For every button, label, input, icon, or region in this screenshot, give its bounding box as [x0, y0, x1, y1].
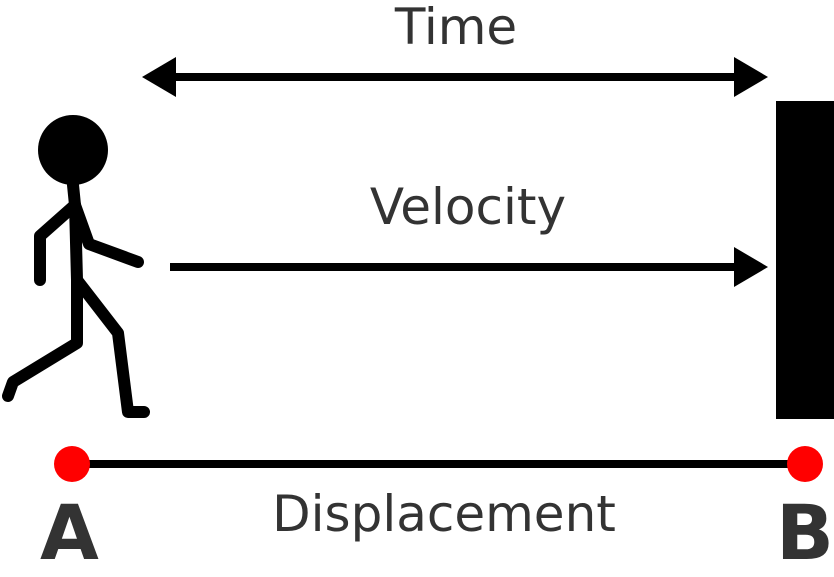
stick-figure-back-arm [34, 199, 81, 286]
stick-figure [2, 115, 150, 418]
point-a-marker [54, 446, 90, 482]
stick-figure-front-arm [69, 199, 144, 268]
velocity-label: Velocity [369, 178, 567, 236]
point-a-label: A [40, 488, 99, 577]
velocity-arrow [170, 247, 768, 287]
stick-figure-back-leg [2, 274, 83, 402]
time-arrow-head-right [734, 57, 768, 97]
time-double-arrow [142, 57, 768, 97]
stick-figure-front-leg [71, 274, 150, 418]
wall [776, 101, 834, 419]
point-b-label: B [776, 488, 834, 577]
diagram-canvas [2, 57, 834, 482]
displacement-segment [54, 446, 823, 482]
displacement-label: Displacement [272, 485, 616, 543]
time-arrow-head-left [142, 57, 176, 97]
velocity-arrow-head [734, 247, 768, 287]
stick-figure-head [38, 115, 108, 185]
time-label: Time [394, 0, 518, 56]
point-b-marker [787, 446, 823, 482]
